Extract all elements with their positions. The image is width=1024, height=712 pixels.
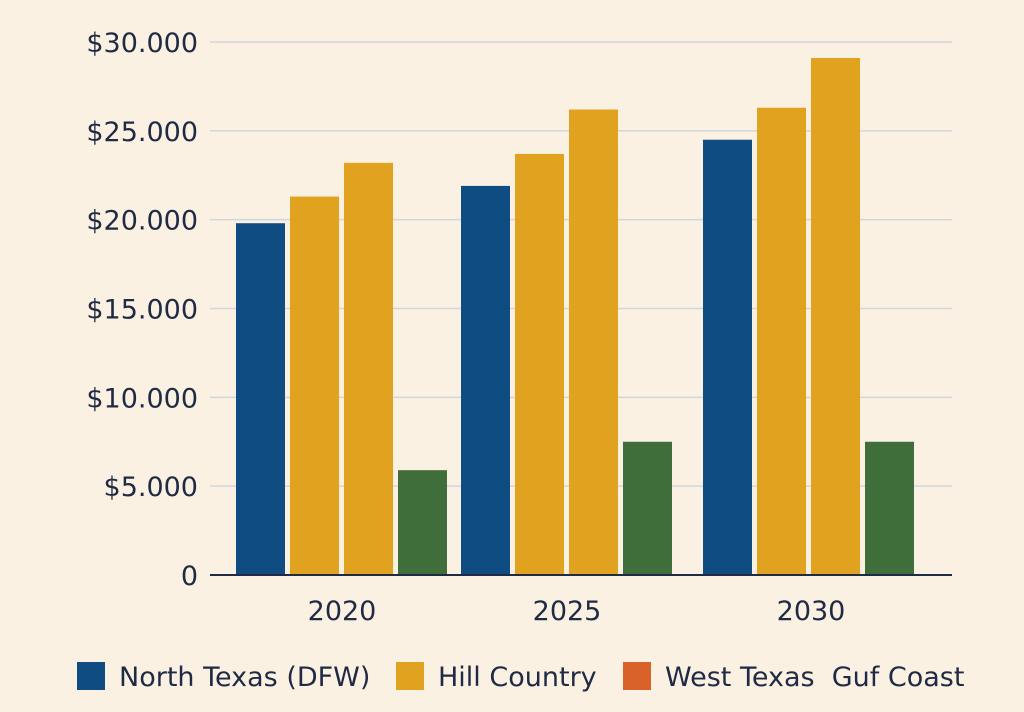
bar-2030-series-3: [811, 57, 860, 576]
legend-swatch: [396, 662, 424, 690]
bar-2025-series-2: [515, 153, 564, 575]
y-tick-label: $25.000: [86, 117, 198, 148]
y-tick-label: 0: [181, 561, 198, 592]
y-axis-ticks: 0 $5.000 $10.000 $15.000 $20.000 $25.000 $30.0…: [86, 28, 198, 592]
bar-2025-series-3: [569, 109, 618, 575]
bar-2020-series-4: [398, 470, 447, 575]
x-category-label: 2025: [533, 596, 602, 627]
bar-2025-series-1: [461, 185, 510, 575]
bar-2020-series-3: [344, 162, 393, 575]
bars: [236, 57, 914, 576]
x-category-label: 2030: [777, 596, 846, 627]
bar-2025-series-4: [623, 441, 672, 575]
y-tick-label: $15.000: [86, 295, 198, 326]
legend-label: Hill Country: [438, 662, 597, 693]
bar-2030-series-2: [757, 107, 806, 575]
bar-2020-series-2: [290, 196, 339, 575]
y-tick-label: $30.000: [86, 28, 198, 59]
bar-2030-series-4: [865, 441, 914, 575]
y-tick-label: $20.000: [86, 206, 198, 237]
legend-label: North Texas (DFW): [119, 662, 370, 693]
y-tick-label: $5.000: [104, 472, 198, 503]
legend: North Texas (DFW) Hill Country West Texas …: [77, 662, 964, 693]
legend-label: West Texas Guf Coast: [665, 662, 964, 693]
bar-2030-series-1: [703, 139, 752, 575]
legend-swatch: [623, 662, 651, 690]
x-category-label: 2020: [308, 596, 377, 627]
y-tick-label: $10.000: [86, 383, 198, 414]
bar-2020-series-1: [236, 223, 285, 575]
legend-swatch: [77, 662, 105, 690]
x-axis-categories: 2020 2025 2030: [308, 596, 846, 627]
